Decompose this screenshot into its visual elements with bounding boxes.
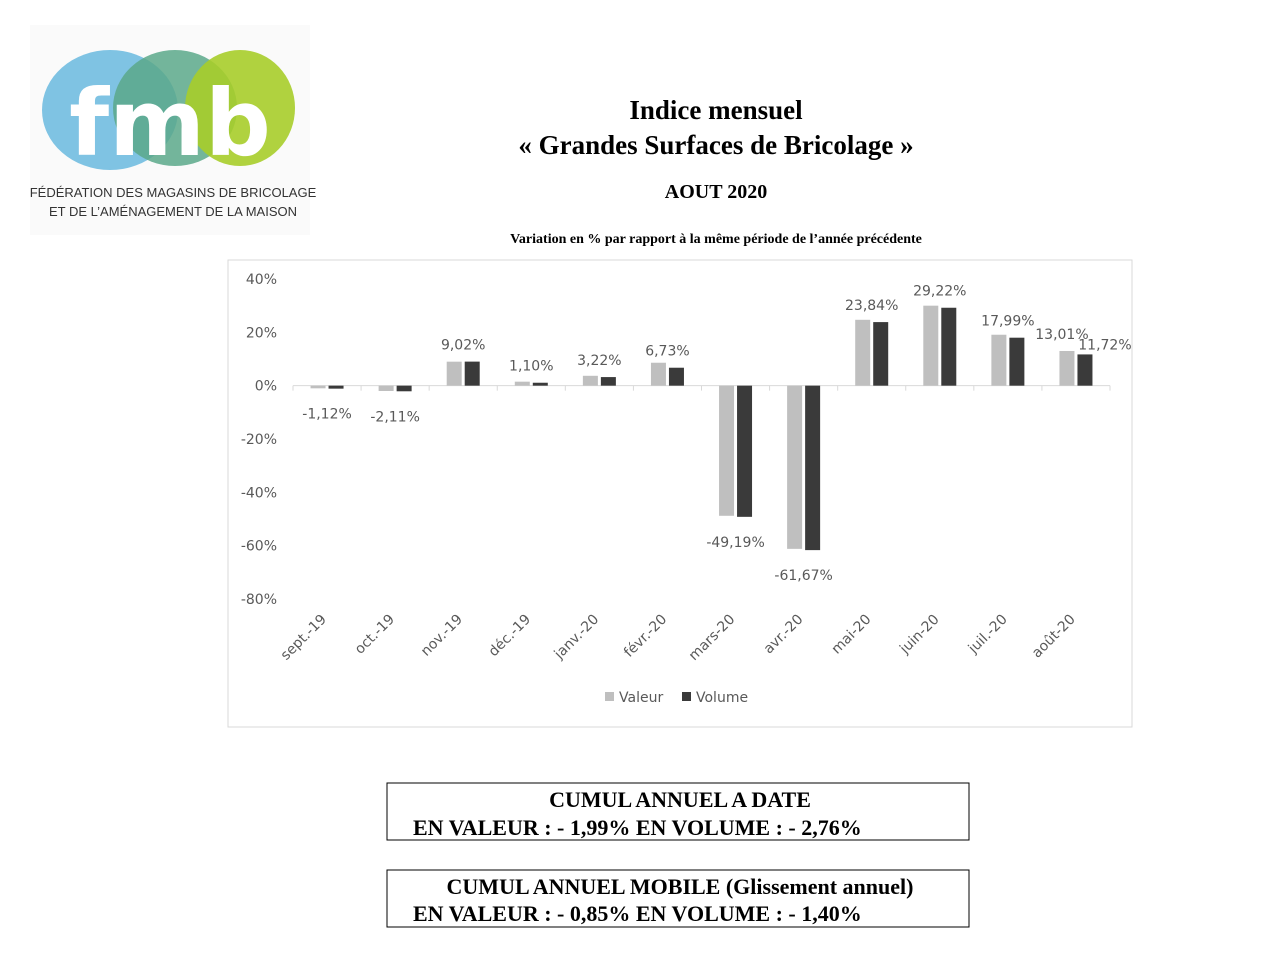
bar	[328, 385, 344, 389]
y-tick-label: -20%	[241, 432, 277, 448]
y-tick-label: -60%	[241, 539, 277, 555]
x-tick-label: août-20	[1029, 612, 1079, 662]
x-tick-label: avr.-20	[761, 612, 807, 658]
y-tick-label: -80%	[241, 592, 277, 608]
bar	[991, 334, 1007, 386]
box-line: EN VALEUR : - 1,99% EN VOLUME : - 2,76%	[413, 815, 862, 840]
bar	[310, 385, 326, 389]
chart-frame	[227, 259, 1133, 728]
bar	[464, 361, 480, 386]
chart: -80% -60% -40% -20% 0% 20% 40% sept.-19 -1,12% oc…	[241, 272, 1132, 706]
data-label: -1,12%	[302, 407, 352, 423]
legend-swatch	[682, 692, 691, 701]
data-label: 3,22%	[577, 353, 621, 369]
summary-box: CUMUL ANNUEL A DATE EN VALEUR : - 1,99% …	[386, 782, 970, 928]
bar	[378, 385, 394, 391]
box	[386, 782, 970, 841]
legend-swatch	[605, 692, 614, 701]
bar	[923, 305, 939, 386]
data-label: 6,73%	[645, 344, 689, 360]
bar	[396, 385, 412, 392]
data-label: 13,01%	[1035, 327, 1088, 343]
bar	[582, 375, 598, 386]
bar	[719, 385, 735, 516]
data-label: 29,22%	[913, 284, 966, 300]
x-tick-label: nov.-19	[418, 612, 466, 660]
title: Indice mensuel	[629, 95, 803, 125]
x-tick-label: mars-20	[686, 612, 738, 664]
legend-label: Volume	[696, 690, 748, 706]
data-label: 11,72%	[1078, 337, 1131, 353]
data-label: 23,84%	[845, 298, 898, 314]
x-tick-label: juin-20	[896, 612, 942, 658]
data-label: -61,67%	[774, 568, 832, 584]
y-tick-label: 20%	[246, 325, 277, 341]
x-tick-label: oct.-19	[352, 612, 398, 658]
bar	[787, 385, 803, 549]
logo: fmb FÉDÉRATION DES MAGASINS DE BRICOLAGE…	[30, 25, 317, 235]
x-tick-label: mai-20	[829, 612, 875, 658]
box	[386, 869, 970, 928]
x-tick-label: sept.-19	[278, 612, 330, 664]
legend-label: Valeur	[619, 690, 663, 706]
y-tick-label: 40%	[246, 272, 277, 288]
bar	[737, 385, 753, 517]
data-label: -49,19%	[706, 535, 764, 551]
x-tick-label: juil.-20	[965, 612, 1011, 658]
bar	[600, 377, 616, 386]
chart-subtitle: Variation en % par rapport à la même pér…	[510, 232, 922, 247]
bar	[446, 361, 462, 386]
x-tick-label: janv.-20	[551, 612, 603, 664]
logo-shape	[185, 50, 295, 166]
bar	[941, 307, 957, 386]
logo-text: ET DE L’AMÉNAGEMENT DE LA MAISON	[49, 204, 297, 219]
title: « Grandes Surfaces de Bricolage »	[518, 130, 913, 160]
data-label: 1,10%	[509, 359, 553, 375]
y-tick-label: -40%	[241, 485, 277, 501]
bar	[532, 382, 548, 386]
bar	[805, 385, 821, 551]
bar	[668, 367, 684, 386]
x-tick-label: déc.-19	[486, 612, 534, 660]
period: AOUT 2020	[665, 181, 767, 203]
data-label: 17,99%	[981, 314, 1034, 330]
box-title: CUMUL ANNUEL A DATE	[549, 787, 811, 812]
bar	[855, 319, 871, 386]
x-tick-label: févr.-20	[621, 612, 670, 661]
data-label: 9,02%	[441, 338, 485, 354]
bar	[1009, 337, 1025, 386]
bar	[873, 322, 889, 386]
logo-mark: fmb	[69, 70, 271, 177]
box-line: EN VALEUR : - 0,85% EN VOLUME : - 1,40%	[413, 901, 862, 926]
bar	[1077, 354, 1093, 386]
bar	[650, 362, 666, 386]
bar	[1059, 350, 1075, 386]
data-label: -2,11%	[370, 409, 420, 425]
bar	[514, 381, 530, 386]
box-title: CUMUL ANNUEL MOBILE (Glissement annuel)	[447, 874, 914, 899]
y-tick-label: 0%	[255, 379, 277, 395]
logo-text: FÉDÉRATION DES MAGASINS DE BRICOLAGE	[30, 185, 317, 200]
